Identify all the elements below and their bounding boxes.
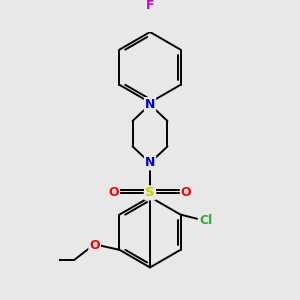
Text: N: N <box>145 156 155 170</box>
Text: Cl: Cl <box>200 214 213 227</box>
Text: O: O <box>109 186 119 200</box>
Text: O: O <box>181 186 191 200</box>
Text: N: N <box>145 98 155 111</box>
Text: S: S <box>145 186 155 200</box>
Text: O: O <box>89 239 100 252</box>
Text: F: F <box>146 0 154 12</box>
